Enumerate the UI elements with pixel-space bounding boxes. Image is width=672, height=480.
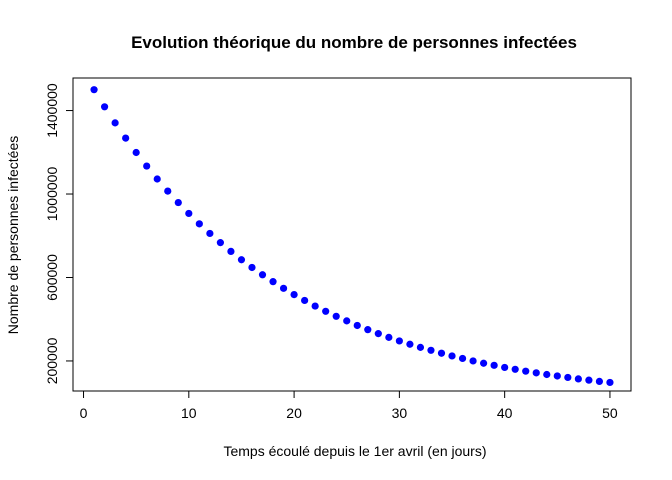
data-point bbox=[395, 337, 403, 345]
data-point bbox=[364, 326, 372, 334]
x-tick-label: 40 bbox=[497, 405, 513, 421]
data-point bbox=[206, 229, 214, 238]
data-point bbox=[585, 376, 593, 384]
data-point bbox=[606, 378, 614, 387]
data-point bbox=[595, 377, 604, 386]
x-tick-label: 0 bbox=[80, 405, 88, 421]
data-point bbox=[111, 119, 119, 127]
data-point bbox=[132, 148, 140, 157]
data-point bbox=[490, 361, 498, 369]
data-point bbox=[522, 367, 530, 375]
data-point bbox=[385, 333, 393, 341]
x-tick-label: 50 bbox=[602, 405, 618, 421]
x-axis: 0 10 20 30 40 50 bbox=[80, 390, 618, 421]
data-point bbox=[174, 198, 182, 207]
data-point bbox=[574, 375, 582, 383]
data-point bbox=[374, 330, 382, 338]
data-point bbox=[469, 357, 477, 365]
data-point bbox=[448, 352, 456, 360]
data-point bbox=[216, 239, 224, 247]
data-point bbox=[437, 349, 446, 357]
data-point bbox=[353, 321, 361, 330]
data-point bbox=[248, 263, 256, 272]
data-point bbox=[427, 346, 435, 354]
data-point bbox=[543, 370, 551, 379]
y-tick-label: 1400000 bbox=[44, 83, 60, 138]
data-point bbox=[301, 296, 309, 305]
data-point bbox=[279, 284, 288, 292]
data-point bbox=[343, 317, 351, 325]
y-axis: 200000 600000 1000000 1400000 bbox=[44, 83, 74, 384]
data-point bbox=[143, 162, 151, 170]
data-point bbox=[322, 307, 330, 315]
data-point bbox=[258, 271, 267, 279]
data-point bbox=[195, 220, 203, 228]
data-point bbox=[90, 86, 98, 94]
y-tick-label: 1000000 bbox=[44, 167, 60, 222]
data-point bbox=[185, 209, 193, 218]
data-point bbox=[458, 354, 467, 363]
data-point bbox=[100, 103, 109, 111]
x-axis-label: Temps écoulé depuis le 1er avril (en jou… bbox=[223, 443, 486, 459]
data-point bbox=[311, 302, 319, 310]
data-point bbox=[553, 372, 561, 380]
x-tick-label: 20 bbox=[286, 405, 302, 421]
x-tick-label: 10 bbox=[181, 405, 197, 421]
data-point bbox=[406, 340, 414, 348]
data-point bbox=[511, 365, 519, 373]
data-points bbox=[90, 86, 614, 387]
data-point bbox=[269, 278, 277, 286]
y-axis-label: Nombre de personnes infectées bbox=[5, 136, 21, 334]
data-point bbox=[501, 363, 509, 372]
data-point bbox=[237, 256, 246, 264]
chart-title: Evolution théorique du nombre de personn… bbox=[131, 33, 577, 52]
data-point bbox=[416, 343, 425, 351]
x-tick-label: 30 bbox=[392, 405, 408, 421]
data-point bbox=[153, 175, 161, 183]
data-point bbox=[227, 247, 235, 256]
y-tick-label: 200000 bbox=[44, 337, 60, 384]
data-point bbox=[532, 369, 540, 377]
data-point bbox=[480, 359, 488, 367]
data-point bbox=[164, 187, 172, 195]
data-point bbox=[122, 134, 130, 142]
data-point bbox=[564, 373, 572, 382]
data-point bbox=[290, 290, 298, 299]
data-point bbox=[332, 312, 340, 320]
y-tick-label: 600000 bbox=[44, 254, 60, 301]
